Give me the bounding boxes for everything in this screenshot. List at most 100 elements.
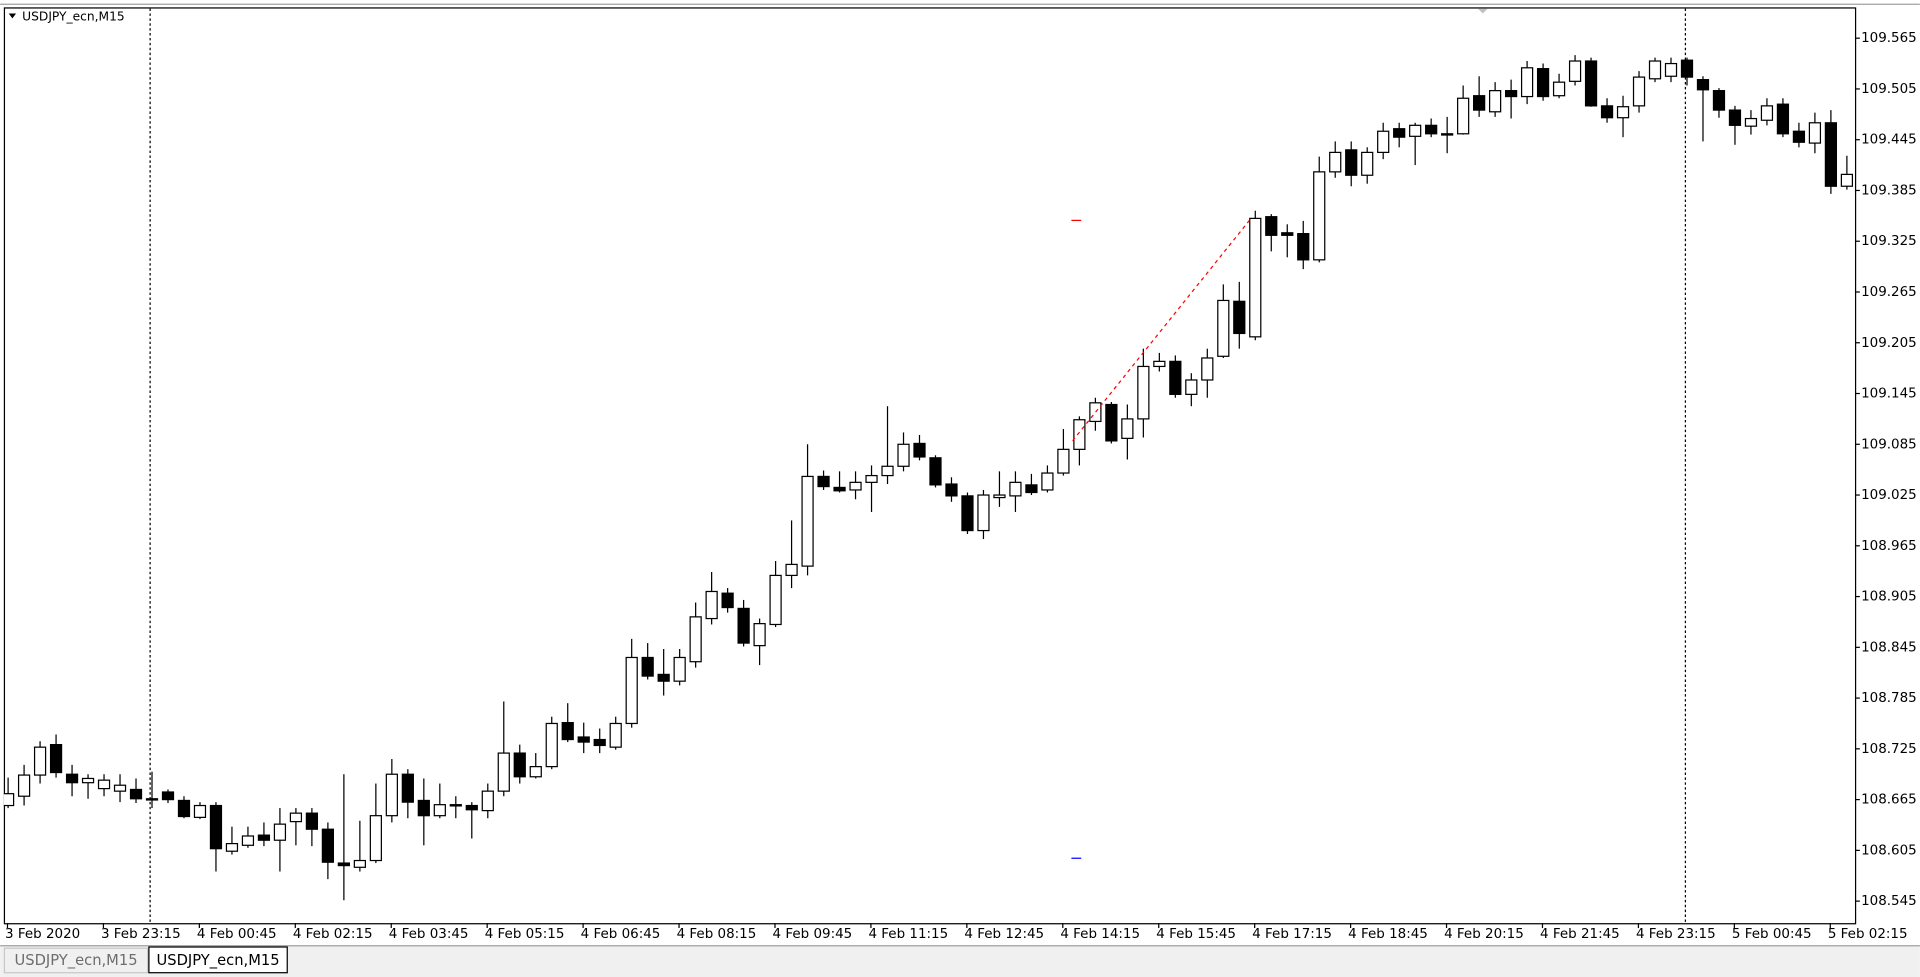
candle-body-up	[497, 752, 510, 792]
candle-body-down	[1600, 105, 1614, 119]
y-axis: 108.545 108.605 108.665 108.725 108.785 108.8…	[1854, 31, 1917, 909]
candle-body-down	[657, 673, 670, 682]
candle-body-up	[849, 481, 862, 491]
tab[interactable]	[3, 947, 149, 974]
candle-body-up	[609, 722, 622, 748]
candle-body-down	[1425, 124, 1438, 135]
y-tick-label: 108.605	[1861, 843, 1917, 858]
y-tick-label: 108.665	[1861, 793, 1917, 808]
candle-body-up	[897, 443, 910, 467]
candle-body-down	[1169, 360, 1182, 395]
y-tick-label: 108.785	[1861, 691, 1917, 706]
candle-body-up	[97, 779, 111, 790]
candle-body-down	[929, 457, 942, 486]
candle-body-down	[305, 812, 319, 830]
candle-body-down	[417, 799, 430, 817]
candle-body-down	[401, 773, 414, 803]
candle-body-down	[337, 862, 350, 867]
x-tick-label: 4 Feb 21:45	[1540, 927, 1620, 942]
candle-body-down	[577, 736, 590, 743]
shift-marker	[1477, 8, 1488, 14]
candle-body-down	[1281, 232, 1294, 236]
candle-body-down	[1504, 90, 1518, 98]
candle-body-up	[1329, 151, 1342, 173]
y-tick-label: 108.905	[1861, 590, 1917, 605]
candle-body-down	[961, 495, 974, 532]
tab-label[interactable]: USDJPY_ecn,M15	[15, 952, 138, 969]
candle-body-up	[1185, 379, 1198, 395]
candle-body-up	[113, 784, 127, 792]
candle-body-down	[1025, 484, 1038, 494]
candle-body-up	[769, 574, 782, 626]
candle-body-down	[49, 744, 63, 774]
y-tick-label: 108.845	[1861, 640, 1917, 655]
candle-body-down	[1680, 59, 1694, 78]
x-tick-label: 4 Feb 14:15	[1060, 927, 1140, 942]
candle-body-up	[353, 859, 366, 868]
chart-title: USDJPY_ecn,M15	[22, 10, 124, 24]
candle-body-down	[641, 656, 654, 677]
candle-body-down	[161, 791, 175, 801]
y-tick-label: 108.725	[1861, 742, 1917, 757]
candle-body-up	[529, 766, 542, 778]
dropdown-icon[interactable]	[8, 13, 17, 19]
candle-body-down	[1776, 103, 1790, 135]
candle-body-up	[81, 777, 95, 784]
candle-body-down	[257, 834, 271, 841]
y-tick-label: 109.145	[1861, 387, 1917, 402]
candle-body-down	[561, 722, 574, 741]
y-tick-label: 109.505	[1861, 82, 1917, 97]
x-tick-label: 3 Feb 2020	[5, 927, 80, 942]
candle-body-down	[1473, 95, 1486, 111]
candle-body-up	[689, 616, 702, 663]
candle-body-down	[129, 788, 143, 800]
x-tick-label: 3 Feb 23:15	[101, 927, 181, 942]
candle-body-up	[753, 623, 766, 647]
x-tick-label: 5 Feb 02:15	[1828, 927, 1908, 942]
candle-body-up	[1089, 402, 1102, 423]
tab-label[interactable]: USDJPY_ecn,M15	[157, 952, 280, 969]
y-tick-label: 109.025	[1861, 488, 1917, 503]
candle-body-down	[737, 607, 750, 644]
candle-body-up	[993, 494, 1006, 499]
candle-body-down	[1712, 90, 1726, 111]
y-tick-label: 109.385	[1861, 183, 1917, 198]
candle-body-down	[593, 738, 606, 747]
candle-body-down	[177, 799, 191, 818]
candle-body-up	[3, 793, 15, 807]
candle-body-up	[1153, 360, 1166, 368]
candle-body-up	[1201, 357, 1214, 381]
candle-body-up	[1249, 217, 1262, 338]
candle-body-up	[1520, 67, 1534, 98]
candle-body-up	[1568, 60, 1582, 82]
trend-line[interactable]	[1072, 217, 1252, 442]
candle-body-up	[545, 722, 558, 768]
y-tick-label: 109.265	[1861, 285, 1917, 300]
candle-body-down	[1536, 68, 1550, 98]
y-tick-label: 108.965	[1861, 539, 1917, 554]
candle-body-up	[225, 842, 239, 852]
x-tick-label: 4 Feb 11:15	[868, 927, 948, 942]
candle-body-up	[481, 790, 494, 812]
candle-body-up	[801, 475, 814, 567]
candle-body-up	[1616, 106, 1630, 119]
candle-body-down	[209, 804, 223, 850]
candle-body-up	[369, 815, 382, 862]
candle-body-up	[17, 774, 31, 797]
x-tick-label: 4 Feb 00:45	[197, 927, 277, 942]
candle-body-down	[1824, 122, 1838, 187]
candle-body-up	[625, 656, 638, 725]
candle-body-down	[1105, 403, 1118, 442]
candle-body-up	[865, 474, 878, 483]
candle-body-up	[1009, 481, 1022, 497]
x-tick-label: 4 Feb 03:45	[389, 927, 469, 942]
candle-body-down	[1584, 60, 1598, 107]
tab-active[interactable]	[148, 946, 288, 974]
candle-body-down	[1345, 149, 1358, 176]
candle-body-up	[1137, 365, 1150, 420]
x-tick-label: 4 Feb 05:15	[485, 927, 565, 942]
x-tick-label: 5 Feb 00:45	[1732, 927, 1812, 942]
